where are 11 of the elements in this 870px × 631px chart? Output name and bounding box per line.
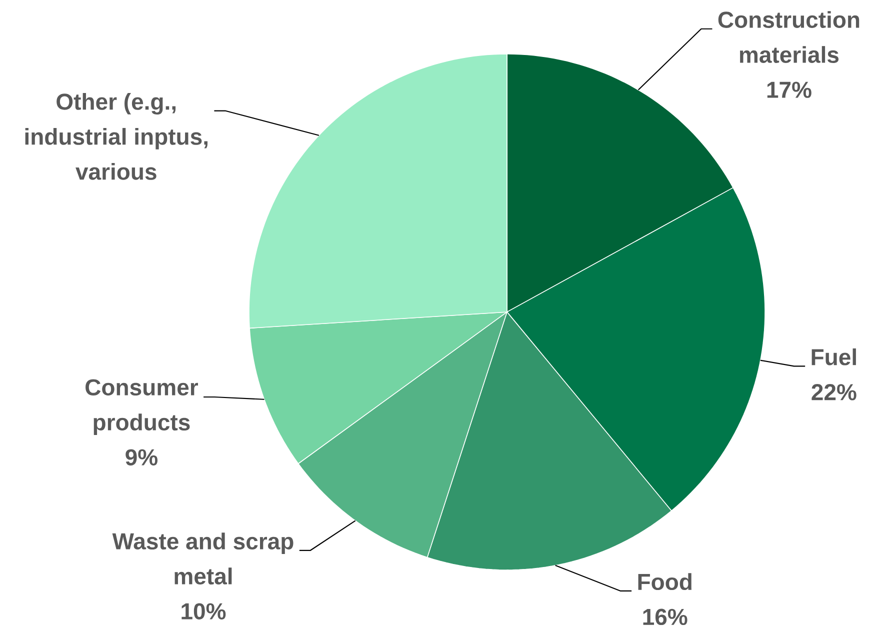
data-label: 16% <box>643 608 688 626</box>
slice-label: Food <box>638 573 692 590</box>
slice-label: Fuel <box>812 348 856 366</box>
slice-label: Consumer products <box>86 379 198 436</box>
data-label: 22% <box>812 384 856 400</box>
slice-label: Waste and scrap metal <box>112 532 294 584</box>
slice-label: Other (e.g., industrial inptus, various <box>25 92 208 180</box>
data-label: 10% <box>182 603 226 620</box>
slice-label: Construction materials <box>718 11 860 63</box>
data-label: 9% <box>126 449 158 466</box>
data-label: 17% <box>767 82 812 98</box>
